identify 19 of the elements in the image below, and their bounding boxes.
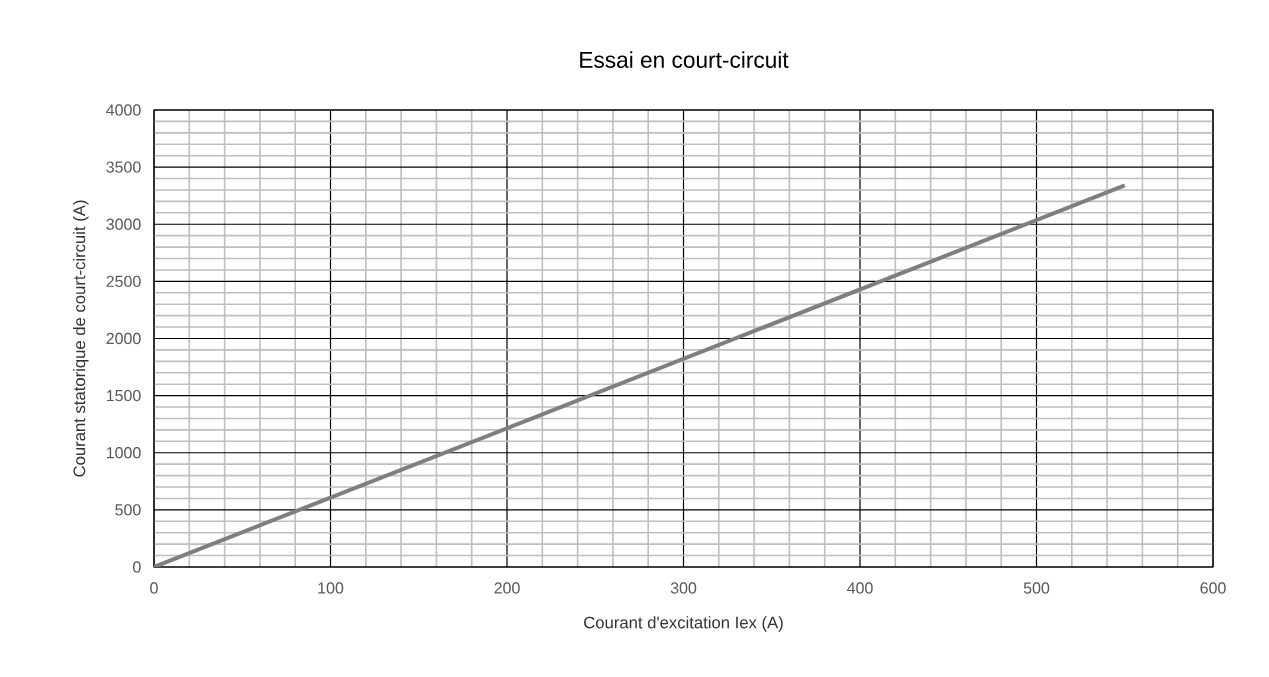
x-tick-label: 0	[150, 582, 158, 594]
y-tick-label: 4000	[106, 104, 141, 116]
y-tick-label: 3000	[106, 218, 141, 230]
y-tick-label: 2000	[106, 332, 141, 345]
x-tick-label: 600	[1200, 582, 1226, 594]
x-tick-label: 400	[847, 582, 873, 594]
x-tick-label: 100	[318, 582, 344, 594]
y-tick-label: 1500	[106, 389, 141, 402]
y-tick-label: 500	[115, 504, 141, 516]
y-tick-label: 2500	[106, 275, 141, 288]
y-tick-label: 0	[133, 561, 141, 573]
x-tick-label: 500	[1023, 582, 1050, 594]
x-tick-label: 300	[670, 582, 697, 594]
chart-title: Essai en court-circuit	[580, 51, 789, 68]
y-tick-label: 3500	[106, 161, 141, 173]
x-axis-title: Courant d'excitation Iex (A)	[584, 616, 783, 632]
x-tick-label: 200	[494, 582, 520, 594]
y-axis-title: Courant statorique de court-circuit (A)	[73, 200, 89, 477]
y-tick-label: 1000	[106, 447, 141, 459]
